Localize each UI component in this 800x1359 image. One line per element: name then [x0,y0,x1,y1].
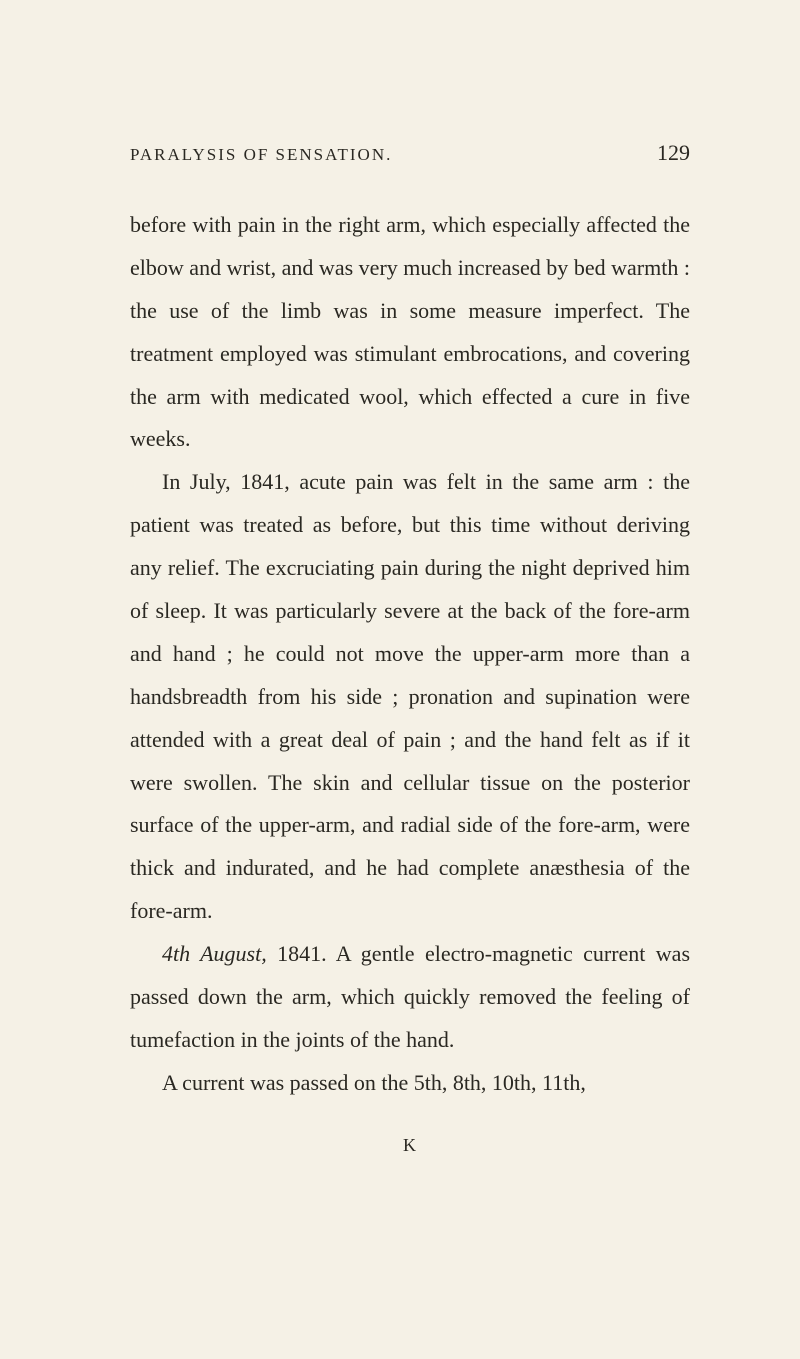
running-title: PARALYSIS OF SENSATION. [130,145,392,165]
paragraph-1: before with pain in the right arm, which… [130,204,690,461]
page-number: 129 [657,140,690,166]
body-text: before with pain in the right arm, which… [130,204,690,1105]
paragraph-2: In July, 1841, acute pain was felt in th… [130,461,690,933]
signature-mark: K [130,1135,690,1156]
page-header: PARALYSIS OF SENSATION. 129 [130,140,690,166]
paragraph-3: 4th August, 1841. A gentle electro-magne… [130,933,690,1062]
date-italic: 4th August, [162,941,267,966]
paragraph-4: A current was passed on the 5th, 8th, 10… [130,1062,690,1105]
